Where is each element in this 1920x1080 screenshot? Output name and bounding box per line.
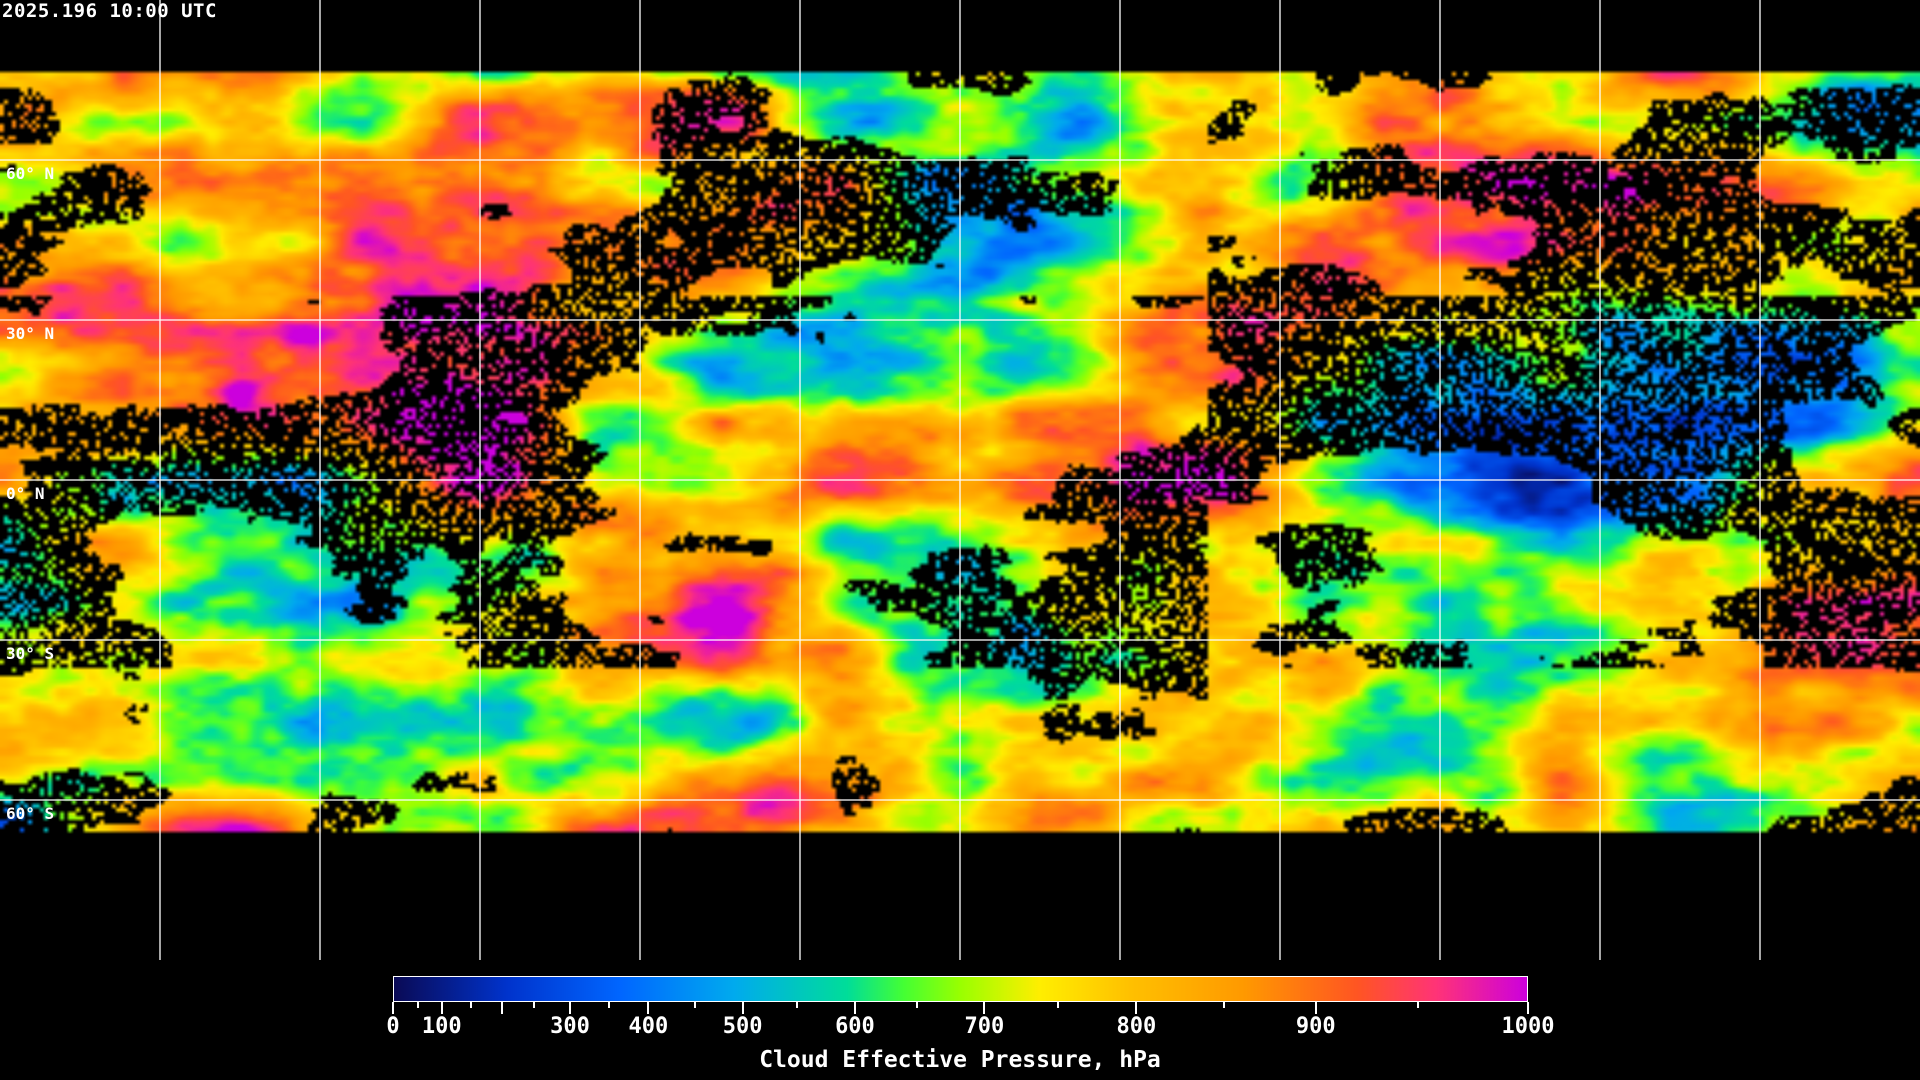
colorbar-tick	[1222, 1002, 1225, 1008]
colorbar-tick	[693, 1002, 696, 1008]
colorbar-tick-label: 100	[421, 1014, 462, 1039]
colorbar-tick-label: 400	[628, 1014, 669, 1039]
colorbar-tick	[440, 1002, 443, 1014]
lat-label-60s: 60° S	[6, 804, 55, 823]
colorbar-tick	[916, 1002, 919, 1008]
colorbar-tick	[470, 1002, 473, 1008]
timestamp: 2025.196 10:00 UTC	[2, 0, 217, 22]
colorbar-tick	[1057, 1002, 1060, 1008]
colorbar-tick	[392, 1002, 394, 1014]
colorbar-tick	[983, 1002, 986, 1014]
colorbar-tick-label: 500	[722, 1014, 763, 1039]
colorbar-tick	[1135, 1002, 1138, 1014]
colorbar-tick	[853, 1002, 856, 1014]
colorbar-tick-label: 800	[1116, 1014, 1157, 1039]
colorbar-tick	[1416, 1002, 1419, 1008]
colorbar-tick-label: 300	[550, 1014, 590, 1039]
colorbar-tick	[1527, 1002, 1529, 1014]
colorbar	[393, 976, 1528, 1002]
colorbar-ticks: 0 100 300 400 500 600 700 800 900 1000	[386, 1002, 1554, 1052]
colorbar-tick	[607, 1002, 610, 1008]
colorbar-tick	[796, 1002, 799, 1008]
colorbar-tick	[500, 1002, 503, 1014]
colorbar-tick-label: 0	[386, 1014, 400, 1039]
lat-label-30n: 30° N	[6, 324, 55, 343]
lat-label-0n: 0° N	[6, 484, 45, 503]
colorbar-tick	[741, 1002, 744, 1014]
lat-label-30s: 30° S	[6, 644, 55, 663]
colorbar-tick	[647, 1002, 650, 1014]
cloud-pressure-map: 2025.196 10:00 UTC 60° N 30° N 0° N 30° …	[0, 0, 1920, 960]
colorbar-title: Cloud Effective Pressure, hPa	[759, 1047, 1161, 1073]
lat-lon-grid	[0, 0, 1920, 960]
colorbar-tick-label: 1000	[1501, 1014, 1555, 1039]
colorbar-tick	[416, 1002, 419, 1008]
colorbar-tick-label: 900	[1295, 1014, 1336, 1039]
colorbar-tick-label: 700	[964, 1014, 1005, 1039]
colorbar-tick	[532, 1002, 535, 1008]
lat-label-60n: 60° N	[6, 164, 55, 183]
colorbar-tick-label: 600	[835, 1014, 875, 1039]
colorbar-tick	[569, 1002, 572, 1014]
colorbar-tick	[1314, 1002, 1317, 1014]
